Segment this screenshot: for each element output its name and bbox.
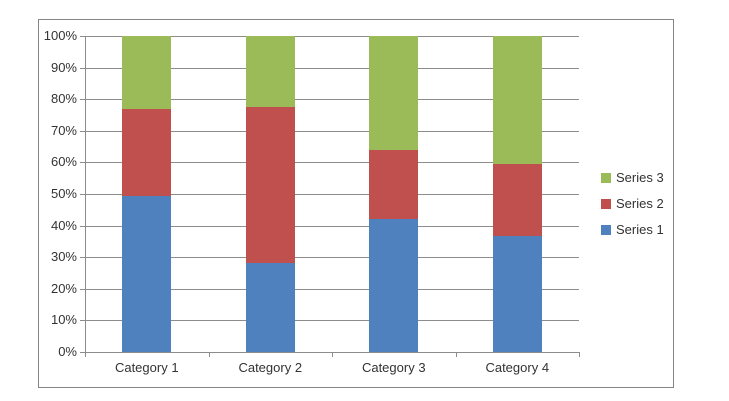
legend-swatch-icon xyxy=(601,225,611,235)
legend-swatch-icon xyxy=(601,199,611,209)
bar-segment-series-2-category-2 xyxy=(245,107,295,264)
y-axis-label: 50% xyxy=(50,186,77,201)
y-axis-label: 40% xyxy=(50,217,77,233)
bar-segment-series-2-category-4 xyxy=(492,164,542,237)
legend-item-series-1: Series 1 xyxy=(601,217,664,243)
y-axis-tick xyxy=(80,130,85,132)
legend-item-series-3: Series 3 xyxy=(601,165,664,191)
legend-swatch-icon xyxy=(601,173,611,183)
gridline-80% xyxy=(85,99,579,101)
gridline-10% xyxy=(85,320,579,322)
y-axis-tick xyxy=(80,194,85,195)
gridline-70% xyxy=(85,130,579,132)
bar-segment-series-3-category-1 xyxy=(122,36,172,109)
y-axis-tick xyxy=(80,67,85,69)
chart-frame: Series 3 Series 2 Series 1 0% 10% 20% 30% 40% 5… xyxy=(38,19,674,388)
x-axis-tick xyxy=(85,352,86,357)
gridline-100% xyxy=(85,36,579,37)
y-axis-label: 80% xyxy=(50,91,77,107)
y-axis-label: 10% xyxy=(50,312,77,328)
bar-segment-series-3-category-2 xyxy=(245,36,295,108)
bar-segment-series-1-category-4 xyxy=(492,236,542,352)
x-axis-tick xyxy=(579,352,580,357)
y-axis-label: 30% xyxy=(50,249,77,265)
bar-segment-series-1-category-2 xyxy=(245,263,295,352)
gridline-30% xyxy=(85,257,579,259)
bar-segment-series-2-category-3 xyxy=(369,150,419,219)
bar-segment-series-1-category-3 xyxy=(369,218,419,352)
gridline-50% xyxy=(85,194,579,195)
gridline-60% xyxy=(85,162,579,164)
y-axis-label: 20% xyxy=(50,280,77,296)
plot-area xyxy=(85,36,579,352)
legend: Series 3 Series 2 Series 1 xyxy=(601,165,664,243)
bar-segment-series-2-category-1 xyxy=(122,108,172,196)
x-axis-label: Category 1 xyxy=(114,360,179,375)
y-axis-tick xyxy=(80,257,85,259)
y-axis-tick xyxy=(80,36,85,37)
gridline-90% xyxy=(85,67,579,69)
legend-label: Series 3 xyxy=(616,170,664,185)
y-axis-tick xyxy=(80,352,85,353)
y-axis-label: 70% xyxy=(50,122,77,138)
y-axis-line xyxy=(85,36,86,352)
y-axis-label: 0% xyxy=(58,344,77,359)
y-axis-tick xyxy=(80,288,85,290)
y-axis-label: 60% xyxy=(50,154,77,170)
x-axis-tick xyxy=(208,352,210,357)
y-axis-tick xyxy=(80,162,85,164)
bar-segment-series-1-category-1 xyxy=(122,195,172,352)
x-axis-label: Category 3 xyxy=(361,360,426,375)
legend-label: Series 2 xyxy=(616,196,664,211)
y-axis-tick xyxy=(80,320,85,322)
y-axis-tick xyxy=(80,225,85,227)
bar-segment-series-3-category-3 xyxy=(369,36,419,151)
x-axis-tick xyxy=(332,352,333,357)
legend-label: Series 1 xyxy=(616,222,664,237)
gridline-40% xyxy=(85,225,579,227)
y-axis-label: 100% xyxy=(43,28,77,43)
legend-item-series-2: Series 2 xyxy=(601,191,664,217)
gridline-20% xyxy=(85,288,579,290)
x-axis-label: Category 2 xyxy=(238,360,303,375)
x-axis-label: Category 4 xyxy=(485,360,550,375)
y-axis-tick xyxy=(80,99,85,101)
bar-segment-series-3-category-4 xyxy=(492,36,542,165)
x-axis-tick xyxy=(455,352,457,357)
y-axis-label: 90% xyxy=(50,59,77,75)
